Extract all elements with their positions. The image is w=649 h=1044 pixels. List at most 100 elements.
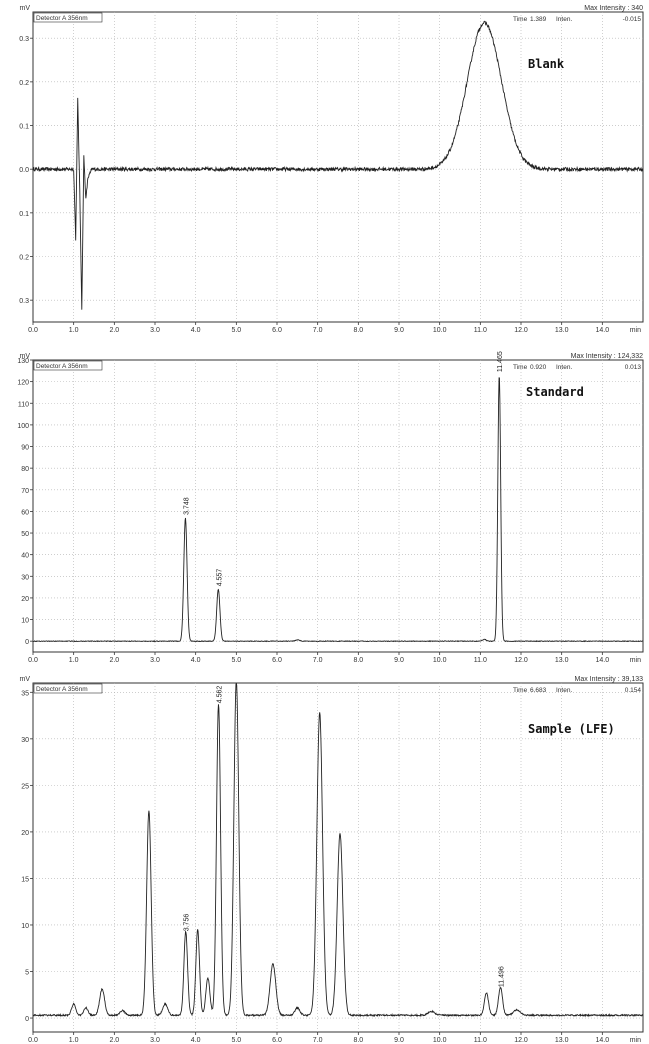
x-axis-unit: min [630,1037,641,1044]
y-tick-label: 30 [21,737,29,744]
x-tick-label: 1.0 [69,1037,79,1044]
y-axis-unit: mV [20,353,31,360]
y-tick-label: 0.0 [19,167,29,174]
signal-trace [32,682,644,1018]
x-tick-label: 1.0 [69,657,79,664]
y-tick-label: 120 [17,380,29,387]
detector-box [33,12,103,23]
y-tick-label: 0.1 [19,124,29,131]
x-tick-label: 0.0 [28,327,38,334]
y-tick-label: 110 [18,401,29,408]
x-tick-label: 12.0 [514,327,528,334]
y-tick-label: 0.2 [19,80,29,87]
y-tick-label: 80 [21,466,29,473]
y-tick-label: 35 [21,690,29,697]
x-tick-label: 2.0 [109,327,119,334]
x-axis-unit: min [630,327,641,334]
y-tick-label: 0.2 [19,255,29,262]
peak-label: 4.557 [216,569,223,587]
y-tick-label: 70 [21,488,29,495]
x-tick-label: 6.0 [272,1037,282,1044]
y-tick-label: 90 [21,445,29,452]
panel-label: Sample (LFE) [528,722,615,736]
cursor-time-label: Time [513,364,528,371]
x-tick-label: 7.0 [313,1037,323,1044]
x-tick-label: 7.0 [313,657,323,664]
x-tick-label: 7.0 [313,327,323,334]
detector-box [33,360,103,371]
cursor-inten-value: 0.013 [625,364,642,371]
cursor-inten-value: -0.015 [623,16,642,23]
max-intensity: Max Intensity : 39,133 [575,676,644,683]
cursor-inten-value: 0.154 [625,687,642,694]
peak-label: 3.756 [184,914,191,932]
x-tick-label: 6.0 [272,657,282,664]
x-tick-label: 8.0 [353,327,363,334]
detector-label: Detector A 356nm [36,15,88,22]
y-tick-label: 15 [21,876,29,883]
x-axis-unit: min [630,657,641,664]
x-tick-label: 13.0 [555,1037,569,1044]
x-tick-label: 9.0 [394,327,404,334]
x-tick-label: 3.0 [150,1037,160,1044]
y-tick-label: 50 [21,531,29,538]
x-tick-label: 2.0 [109,1037,119,1044]
x-tick-label: 14.0 [596,1037,610,1044]
y-tick-label: 130 [17,358,29,365]
cursor-inten-label: Inten. [556,16,572,23]
panel-label: Blank [528,57,565,71]
x-tick-label: 6.0 [272,327,282,334]
x-tick-label: 12.0 [514,1037,528,1044]
peak-label: 3.748 [183,497,190,515]
x-tick-label: 1.0 [69,327,79,334]
x-tick-label: 0.0 [28,657,38,664]
signal-trace [32,377,644,643]
cursor-inten-label: Inten. [556,364,572,371]
y-tick-label: 0.3 [19,36,29,43]
cursor-time-label: Time [513,687,528,694]
peak-label: 4.562 [217,686,224,704]
x-tick-label: 13.0 [555,327,569,334]
cursor-time-label: Time [513,16,528,23]
x-tick-label: 9.0 [394,1037,404,1044]
x-tick-label: 13.0 [555,657,569,664]
cursor-time-value: 0.920 [530,364,547,371]
plot-frame [32,11,644,323]
y-tick-label: 5 [25,970,29,977]
detector-box [33,683,103,694]
y-tick-label: 100 [17,423,29,430]
max-intensity: Max Intensity : 124,332 [571,353,643,360]
x-tick-label: 11.0 [474,327,487,334]
x-tick-label: 5.0 [231,1037,241,1044]
detector-label: Detector A 356nm [36,363,88,370]
x-tick-label: 8.0 [353,1037,363,1044]
y-tick-label: 25 [21,783,29,790]
y-tick-label: 30 [21,574,29,581]
y-tick-label: 20 [21,830,29,837]
cursor-time-value: 6.683 [530,687,547,694]
x-tick-label: 3.0 [150,657,160,664]
x-tick-label: 11.0 [474,1037,487,1044]
x-tick-label: 10.0 [433,327,447,334]
y-axis-unit: mV [20,5,31,12]
signal-trace [32,20,644,310]
x-tick-label: 10.0 [433,657,447,664]
y-axis-unit: mV [20,676,31,683]
peak-label: 11.496 [499,966,506,987]
cursor-inten-label: Inten. [556,687,572,694]
x-tick-label: 2.0 [109,657,119,664]
x-tick-label: 14.0 [596,327,610,334]
y-tick-label: 40 [21,553,29,560]
y-tick-label: 20 [21,596,29,603]
peak-label: 11.465 [497,351,504,372]
x-tick-label: 4.0 [191,327,201,334]
cursor-time-value: 1.389 [530,16,547,23]
y-tick-label: 0.3 [19,298,29,305]
x-tick-label: 4.0 [191,657,201,664]
y-tick-label: 0 [25,639,29,646]
x-tick-label: 0.0 [28,1037,38,1044]
x-tick-label: 5.0 [231,327,241,334]
plot-frame [32,359,644,653]
x-tick-label: 14.0 [596,657,610,664]
